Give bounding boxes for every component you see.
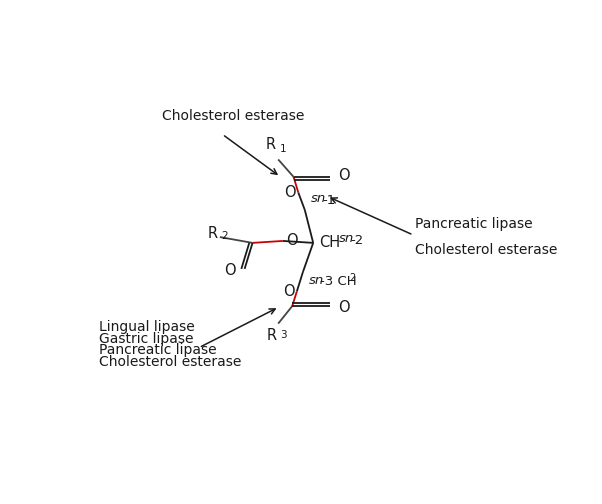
Text: 3: 3 (281, 330, 287, 340)
Text: R: R (208, 226, 217, 241)
Text: Cholesterol esterase: Cholesterol esterase (99, 355, 241, 369)
Text: Lingual lipase: Lingual lipase (99, 320, 194, 334)
Text: O: O (338, 168, 350, 183)
Text: O: O (283, 284, 294, 299)
Text: 2: 2 (222, 231, 228, 241)
Text: O: O (224, 263, 235, 278)
Text: -1: -1 (323, 194, 336, 207)
Text: Gastric lipase: Gastric lipase (99, 332, 193, 346)
Text: CH: CH (319, 234, 340, 249)
Text: O: O (284, 185, 296, 200)
Text: Cholesterol esterase: Cholesterol esterase (415, 243, 557, 257)
Text: Pancreatic lipase: Pancreatic lipase (415, 217, 533, 231)
Text: -3 CH: -3 CH (320, 275, 357, 288)
Text: sn: sn (339, 232, 354, 245)
Text: 2: 2 (350, 273, 356, 283)
Text: R: R (265, 138, 276, 152)
Text: R: R (267, 328, 277, 343)
Text: Pancreatic lipase: Pancreatic lipase (99, 343, 216, 357)
Text: Cholesterol esterase: Cholesterol esterase (161, 108, 304, 122)
Text: O: O (338, 300, 350, 315)
Text: -2: -2 (350, 234, 364, 247)
Text: O: O (287, 233, 298, 247)
Text: sn: sn (311, 192, 326, 205)
Text: 1: 1 (280, 144, 287, 154)
Text: sn: sn (309, 274, 324, 287)
